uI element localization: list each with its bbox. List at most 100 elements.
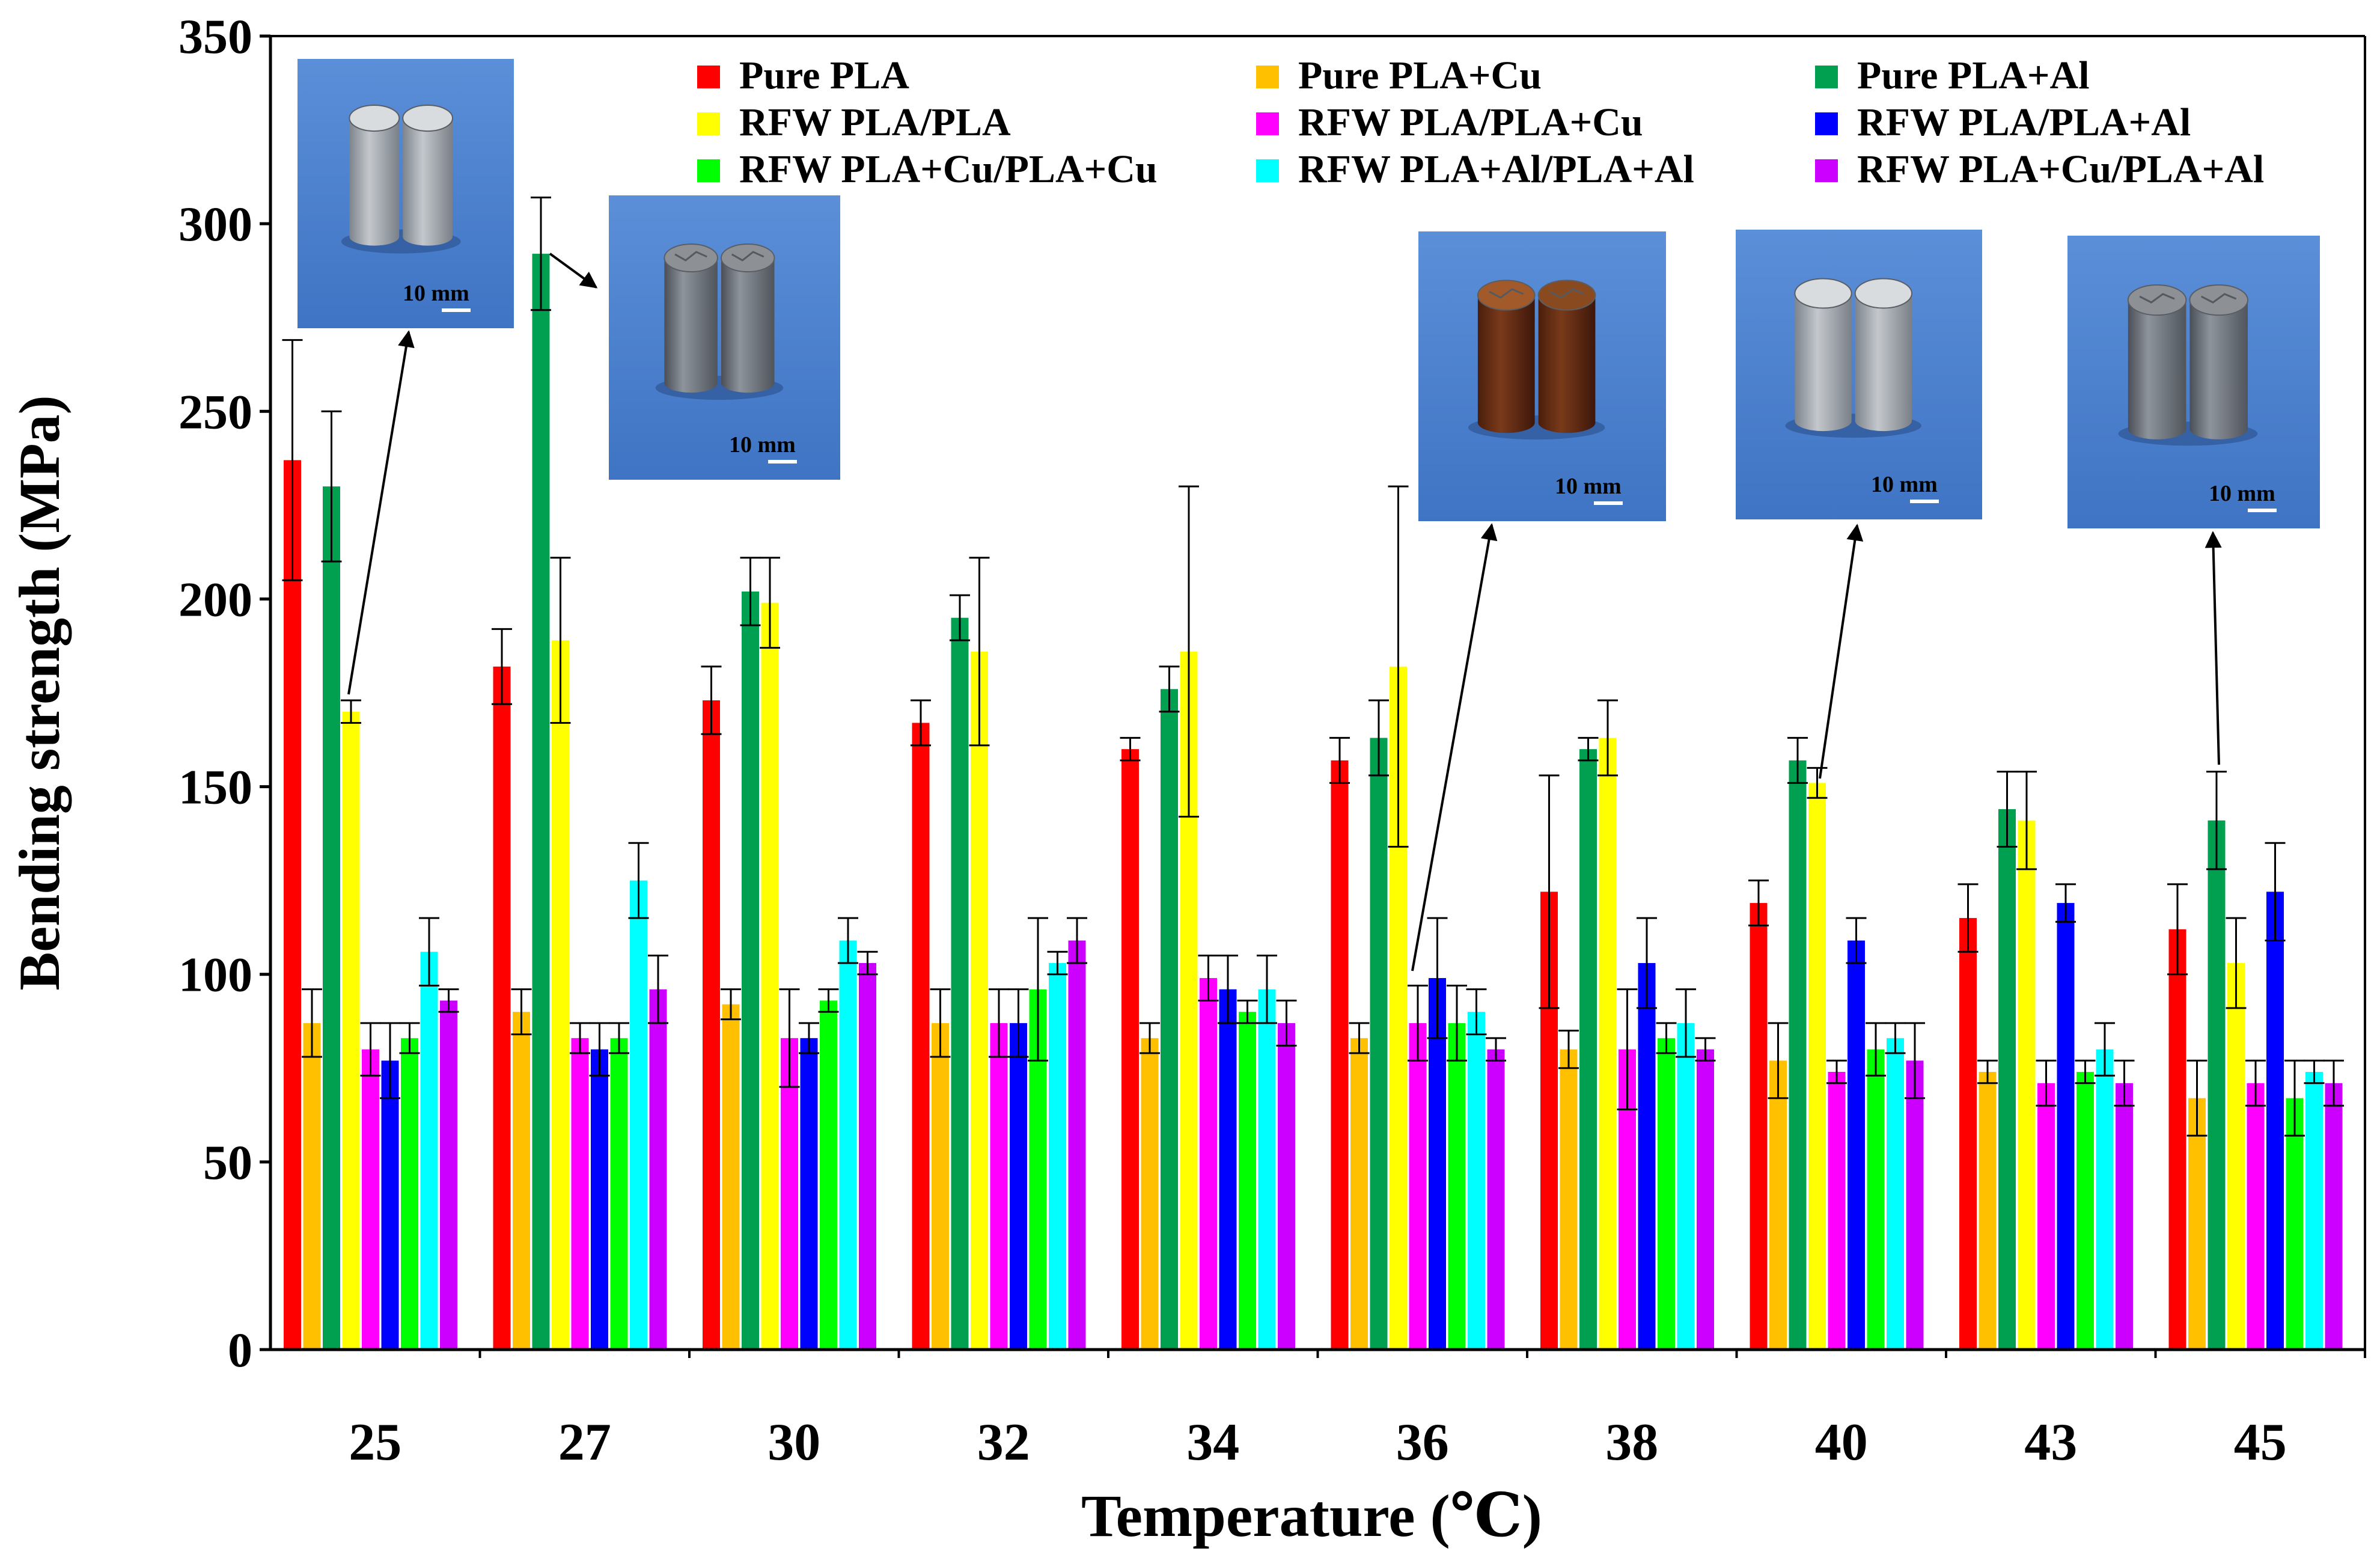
legend-label: RFW PLA/PLA+Al [1857,100,2191,144]
error-bar [2016,771,2037,870]
error-bar [1349,1022,1370,1054]
arrow [347,330,415,695]
scale-bar-label: 10 mm [403,281,469,306]
error-bar [799,1022,819,1054]
y-tick-label: 350 [178,9,252,64]
bar [2168,929,2186,1350]
bar [1808,783,1826,1350]
x-tick-label: 30 [767,1413,820,1472]
bar [284,460,301,1350]
bar [2286,1098,2304,1350]
error-bar [492,628,512,705]
error-bar [1539,774,1560,1009]
bar [1887,1038,1904,1350]
error-bar [1368,699,1389,777]
bar [552,640,569,1350]
bar [1658,1038,1675,1350]
error-bar [2114,1059,2135,1107]
scale-bar-label: 10 mm [1555,474,1622,499]
error-bar [930,988,951,1058]
bar [2076,1072,2094,1350]
error-bar [282,339,303,581]
error-bar [1807,766,1828,799]
error-bar [360,1022,381,1077]
error-bar [1826,1059,1847,1084]
bar [1049,962,1066,1350]
bar [971,651,988,1350]
bar [1867,1049,1885,1350]
error-bar [1008,988,1029,1058]
sample-cylinder-top [2127,284,2187,316]
bar [2227,962,2245,1350]
sample-cylinder-base [2189,418,2248,439]
sample-cylinder [2128,300,2186,429]
bar [1828,1072,1846,1350]
legend-label: Pure PLA [739,54,909,97]
x-tick-label: 25 [349,1413,401,1472]
bar [532,254,550,1350]
bar [2305,1072,2323,1350]
error-bar [1408,984,1428,1062]
photo-insets: 10 mm 10 mm 10 mm 10 mm 10 mm [298,59,2320,971]
error-bar [1329,736,1350,784]
sample-cylinder [664,258,718,384]
error-bar [550,557,571,724]
x-axis-title: Temperature (℃) [1081,1482,1542,1549]
error-bar [570,1022,590,1054]
error-bar [857,950,878,976]
legend-swatch [1256,159,1279,182]
error-bar [1179,485,1199,818]
sample-cylinder-top [664,243,718,273]
sample-cylinder-top [1854,278,1913,309]
bar [420,952,438,1350]
bar [2037,1083,2055,1350]
error-bar [701,665,722,735]
error-bar [1846,917,1867,964]
bar [1998,809,2016,1350]
bar [1141,1038,1159,1350]
error-bar [2245,1059,2266,1107]
error-bar [1067,917,1087,964]
error-bar [2186,1059,2208,1137]
bar [571,1038,589,1350]
bar [1448,1023,1466,1350]
y-tick-label: 50 [203,1135,252,1190]
bar [1429,977,1446,1350]
error-bar [818,988,839,1013]
sample-cylinder-base [1795,411,1852,432]
error-bar [1656,1022,1677,1054]
arrow [549,252,598,289]
bar [2247,1083,2265,1350]
bar [1200,977,1217,1350]
y-axis-title: Bending strength (MPa) [7,395,72,990]
legend-label: RFW PLA/PLA [739,100,1011,144]
legend-swatch [697,159,720,182]
error-bar [589,1022,610,1077]
error-bar [1140,1022,1160,1054]
error-bar [628,842,649,919]
bar [1750,903,1768,1350]
sample-cylinder-base [664,373,718,393]
error-bar [380,1022,400,1100]
error-bar [2075,1059,2096,1084]
bar [781,1038,798,1350]
error-bar [1120,736,1141,762]
bar [703,700,720,1350]
bar [2096,1049,2114,1350]
bar [1560,1049,1578,1350]
error-bar [969,557,990,747]
sample-cylinder [721,258,775,384]
error-bar [1447,984,1467,1062]
error-bar [1218,955,1238,1024]
error-bar [1977,1059,1998,1084]
error-bar [302,988,322,1058]
bar [591,1049,608,1350]
sample-cylinder [1795,293,1852,421]
error-bar [438,988,459,1013]
error-bar [1905,1022,1925,1100]
bar [1409,1023,1427,1350]
legend-swatch [697,66,720,88]
scale-bar-label: 10 mm [1871,472,1938,497]
error-bar [419,917,439,986]
